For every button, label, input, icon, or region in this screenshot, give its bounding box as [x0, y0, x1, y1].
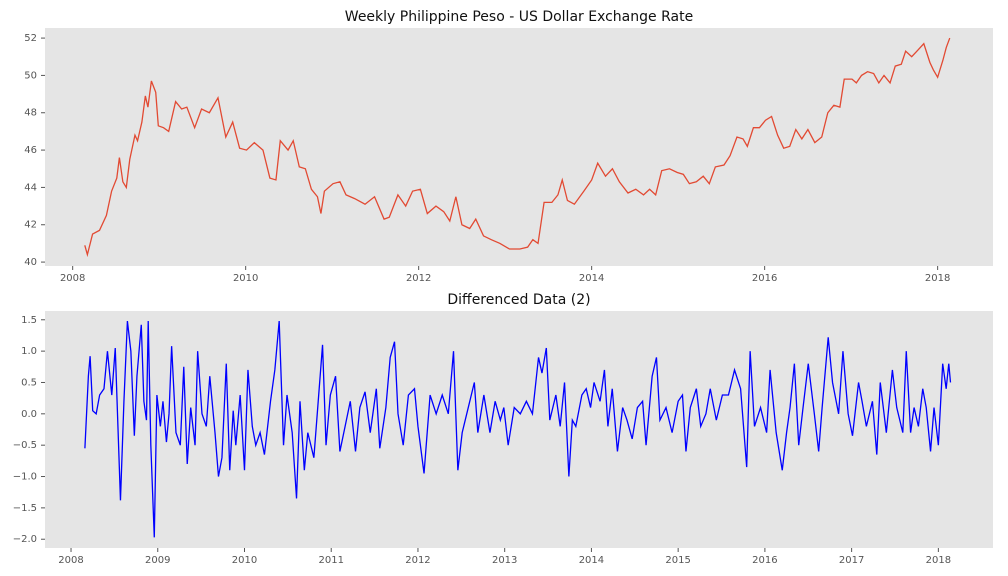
- x-tick-label: 2015: [665, 555, 690, 566]
- plot-area: [45, 28, 993, 266]
- chart-title: Weekly Philippine Peso - US Dollar Excha…: [345, 9, 693, 25]
- y-tick-label: 48: [24, 108, 37, 119]
- y-tick-label: −1.5: [13, 503, 37, 514]
- y-tick-label: 46: [24, 145, 37, 156]
- x-tick-label: 2018: [925, 273, 950, 284]
- y-tick-label: 1.0: [21, 346, 37, 357]
- x-tick-label: 2010: [233, 273, 258, 284]
- x-tick-label: 2014: [579, 555, 604, 566]
- y-tick-label: −1.0: [13, 472, 37, 483]
- x-tick-label: 2012: [406, 273, 431, 284]
- x-tick-label: 2008: [60, 273, 85, 284]
- plot-area: [45, 311, 993, 548]
- x-tick-label: 2013: [492, 555, 517, 566]
- x-tick-label: 2012: [405, 555, 430, 566]
- y-tick-label: 40: [24, 257, 37, 268]
- y-tick-label: 50: [24, 70, 37, 81]
- chart-title: Differenced Data (2): [447, 292, 590, 308]
- data-line: [84, 320, 952, 538]
- y-tick-label: 52: [24, 33, 37, 44]
- x-tick-label: 2008: [58, 555, 83, 566]
- x-tick-label: 2009: [145, 555, 170, 566]
- y-tick-label: 0.0: [21, 409, 37, 420]
- x-tick-label: 2011: [318, 555, 343, 566]
- x-tick-label: 2018: [926, 555, 951, 566]
- y-tick-label: 1.5: [21, 315, 37, 326]
- x-tick-label: 2017: [839, 555, 864, 566]
- y-tick-label: 44: [24, 182, 37, 193]
- x-tick-label: 2010: [232, 555, 257, 566]
- y-tick-label: 42: [24, 220, 37, 231]
- x-tick-label: 2016: [752, 555, 777, 566]
- data-line: [84, 37, 951, 258]
- y-tick-label: −2.0: [13, 534, 37, 545]
- x-tick-label: 2014: [579, 273, 604, 284]
- y-tick-label: −0.5: [13, 440, 37, 451]
- y-tick-label: 0.5: [21, 377, 37, 388]
- x-tick-label: 2016: [752, 273, 777, 284]
